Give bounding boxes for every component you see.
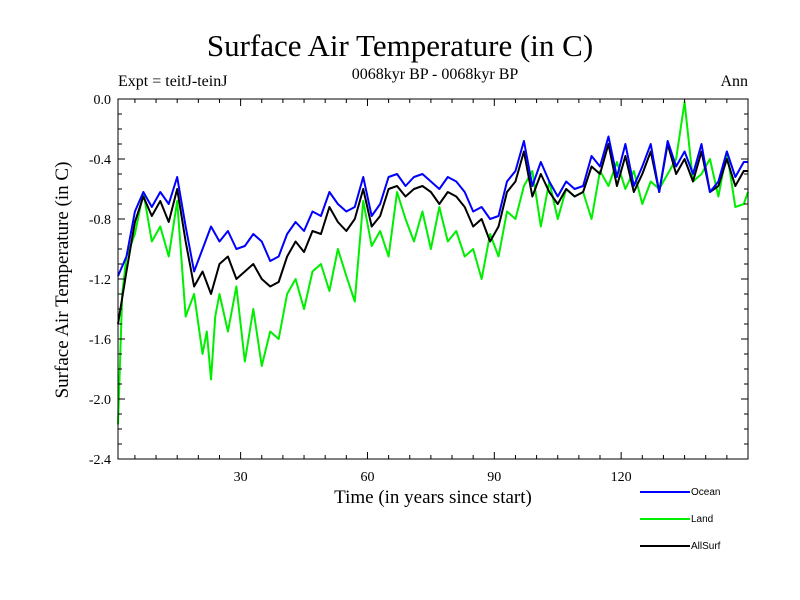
legend-label-land: Land: [691, 514, 713, 525]
chart-title: Surface Air Temperature (in C): [206, 28, 594, 63]
x-tick-label: 90: [487, 470, 501, 485]
y-tick-label: -0.8: [89, 213, 111, 228]
x-tick-label: 60: [360, 470, 374, 485]
series-line-land: [117, 101, 749, 425]
y-tick-label: -2.4: [89, 453, 111, 468]
plot-frame: [117, 98, 749, 460]
y-tick-label: 0.0: [94, 93, 112, 108]
x-axis-label: Time (in years since start): [334, 487, 532, 508]
season-label: Ann: [720, 73, 748, 90]
chart-subtitle: 0068kyr BP - 0068kyr BP: [351, 66, 519, 83]
legend-label-allsurf: AllSurf: [691, 541, 721, 552]
y-tick-label: -1.2: [89, 273, 111, 288]
x-tick-label: 120: [611, 470, 632, 485]
y-tick-label: -1.6: [89, 333, 111, 348]
y-axis-label: Surface Air Temperature (in C): [52, 162, 73, 399]
series-line-allsurf: [117, 143, 748, 325]
y-tick-label: -0.4: [89, 153, 111, 168]
experiment-label: Expt = teitJ-teinJ: [118, 73, 228, 90]
y-tick-label: -2.0: [89, 393, 111, 408]
legend-label-ocean: Ocean: [691, 487, 720, 498]
x-tick-label: 30: [234, 470, 248, 485]
series-line-ocean: [117, 135, 748, 277]
